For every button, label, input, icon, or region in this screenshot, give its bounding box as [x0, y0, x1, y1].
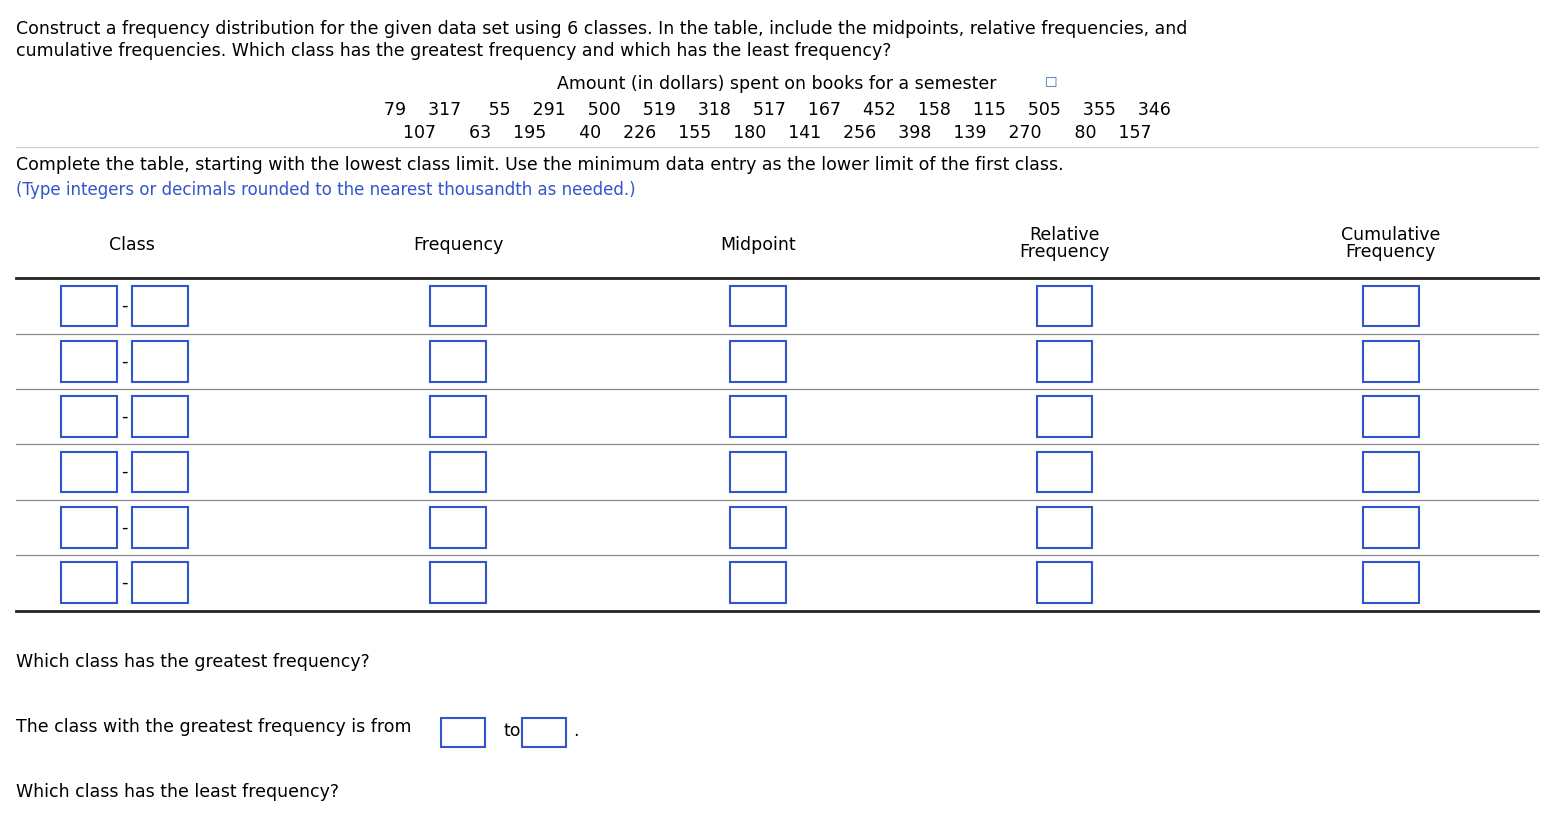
Text: -: - [121, 519, 127, 536]
Text: -: - [121, 297, 127, 315]
Bar [430, 452, 486, 492]
Text: Midpoint: Midpoint [721, 236, 796, 254]
Bar [1037, 452, 1092, 492]
Text: Frequency: Frequency [1019, 243, 1110, 260]
Bar [61, 286, 117, 326]
Text: Construct a frequency distribution for the given data set using 6 classes. In th: Construct a frequency distribution for t… [16, 20, 1187, 37]
Bar [61, 507, 117, 548]
Text: Frequency: Frequency [1346, 243, 1436, 260]
Text: (Type integers or decimals rounded to the nearest thousandth as needed.): (Type integers or decimals rounded to th… [16, 181, 636, 199]
Bar [1363, 562, 1419, 603]
Text: -: - [121, 574, 127, 592]
Bar [730, 396, 786, 437]
Bar [1037, 396, 1092, 437]
Bar [132, 507, 188, 548]
Bar [61, 562, 117, 603]
Bar [730, 286, 786, 326]
Bar [132, 286, 188, 326]
Bar [1363, 396, 1419, 437]
Bar [730, 452, 786, 492]
Bar [730, 341, 786, 382]
Text: 79    317     55    291    500    519    318    517    167    452    158    115 : 79 317 55 291 500 519 318 517 167 452 15… [384, 101, 1170, 119]
Bar [430, 507, 486, 548]
Bar [61, 452, 117, 492]
Bar [730, 562, 786, 603]
Bar [730, 507, 786, 548]
Text: Class: Class [109, 236, 155, 254]
Bar [132, 341, 188, 382]
Bar [1363, 452, 1419, 492]
Bar [441, 718, 485, 747]
Bar [61, 341, 117, 382]
Text: Amount (in dollars) spent on books for a semester: Amount (in dollars) spent on books for a… [558, 75, 996, 93]
Text: Which class has the greatest frequency?: Which class has the greatest frequency? [16, 653, 370, 671]
Bar [1037, 507, 1092, 548]
Bar [1037, 341, 1092, 382]
Text: -: - [121, 463, 127, 481]
Bar [522, 718, 566, 747]
Text: -: - [121, 408, 127, 426]
Text: The class with the greatest frequency is from: The class with the greatest frequency is… [16, 718, 412, 736]
Bar [430, 341, 486, 382]
Text: 107      63    195      40    226    155    180    141    256    398    139    2: 107 63 195 40 226 155 180 141 256 398 13… [402, 124, 1152, 142]
Text: Which class has the least frequency?: Which class has the least frequency? [16, 783, 339, 801]
Text: to: to [503, 722, 521, 740]
Bar [430, 396, 486, 437]
Bar [132, 396, 188, 437]
Text: -: - [121, 352, 127, 370]
Text: .: . [573, 722, 580, 740]
Text: Frequency: Frequency [413, 236, 503, 254]
Bar [430, 286, 486, 326]
Bar [1037, 562, 1092, 603]
Bar [430, 562, 486, 603]
Bar [132, 452, 188, 492]
Text: Relative: Relative [1029, 226, 1100, 244]
Bar [1037, 286, 1092, 326]
Bar [1363, 507, 1419, 548]
Text: □: □ [1044, 74, 1057, 87]
Text: Complete the table, starting with the lowest class limit. Use the minimum data e: Complete the table, starting with the lo… [16, 156, 1063, 174]
Text: cumulative frequencies. Which class has the greatest frequency and which has the: cumulative frequencies. Which class has … [16, 42, 890, 60]
Bar [1363, 286, 1419, 326]
Text: Cumulative: Cumulative [1341, 226, 1441, 244]
Bar [132, 562, 188, 603]
Bar [1363, 341, 1419, 382]
Bar [61, 396, 117, 437]
